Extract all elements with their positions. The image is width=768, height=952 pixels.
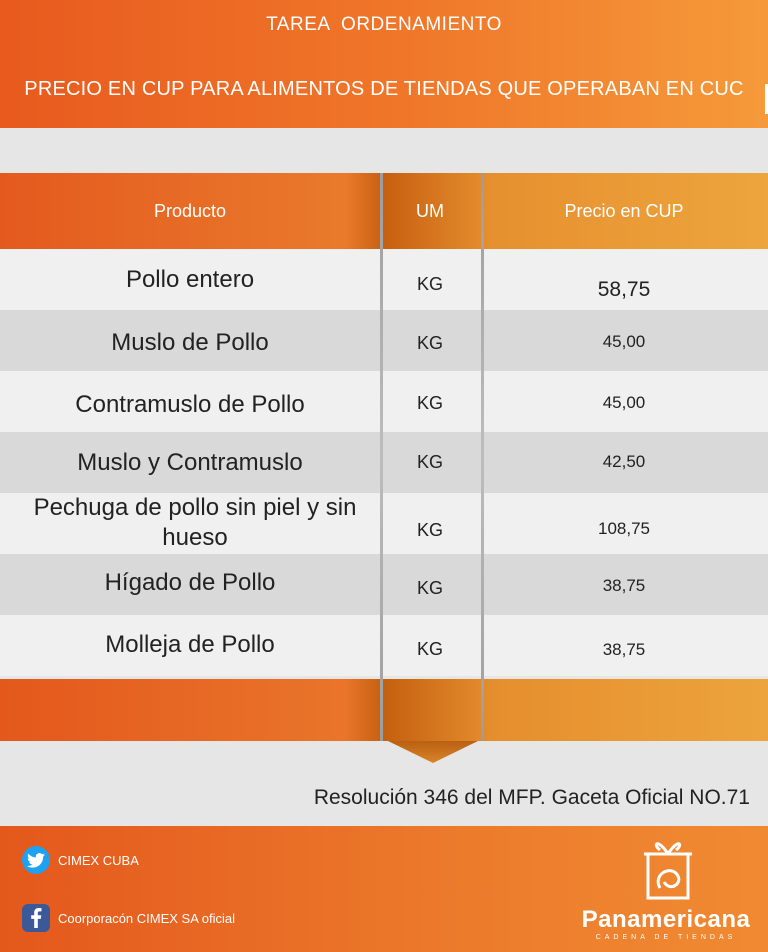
product-cell: Muslo de Pollo	[111, 329, 269, 356]
column-header-um: UM	[416, 201, 444, 221]
price-table: Producto UM Precio en CUP Pollo entero K…	[0, 173, 768, 741]
price-cell: 42,50	[602, 452, 646, 471]
um-cell: KG	[416, 520, 443, 540]
table-row: Hígado de Pollo KG 38,75	[0, 554, 768, 615]
facebook-link[interactable]: Coorporacón CIMEX SA oficial	[22, 904, 235, 932]
product-cell: Molleja de Pollo	[105, 631, 275, 658]
table-row: Muslo de Pollo KG 45,00	[0, 310, 768, 371]
price-cell: 45,00	[602, 332, 646, 351]
table-header: Producto UM Precio en CUP	[0, 173, 768, 249]
um-cell: KG	[416, 639, 443, 659]
panamericana-brand: Panamericana CADENA DE TIENDAS	[576, 834, 756, 946]
table-row: Muslo y Contramuslo KG 42,50	[0, 432, 768, 493]
column-header-price: Precio en CUP	[564, 201, 684, 221]
um-cell: KG	[416, 333, 443, 353]
table-row: Molleja de Pollo KG 38,75	[0, 615, 768, 676]
product-cell: Hígado de Pollo	[104, 569, 276, 596]
product-cell: Pollo entero	[125, 266, 255, 293]
table-notch-decoration	[388, 741, 478, 763]
price-cell: 38,75	[602, 576, 646, 595]
resolution-note: Resolución 346 del MFP. Gaceta Oficial N…	[313, 786, 750, 809]
um-cell: KG	[416, 274, 443, 294]
brand-name: Panamericana	[581, 906, 751, 933]
um-cell: KG	[416, 393, 443, 413]
gift-box-logo-icon	[644, 842, 692, 900]
price-cell: 45,00	[602, 393, 646, 412]
product-cell: Pechuga de pollo sin piel y sin hueso	[33, 494, 357, 551]
table-row: Contramuslo de Pollo KG 45,00	[0, 371, 768, 432]
gray-band	[0, 128, 768, 173]
column-divider	[380, 173, 383, 741]
footer-banner: CIMEX CUBA Coorporacón CIMEX SA oficial …	[0, 826, 768, 952]
facebook-label: Coorporacón CIMEX SA oficial	[58, 910, 236, 926]
price-cell: 108,75	[598, 519, 650, 538]
price-cell: 38,75	[602, 640, 646, 659]
header-edge-mark	[765, 84, 768, 114]
product-cell: Contramuslo de Pollo	[75, 391, 305, 418]
column-header-product: Producto	[153, 201, 227, 221]
facebook-icon	[22, 904, 50, 932]
table-footer-band	[0, 679, 768, 741]
um-cell: KG	[416, 452, 443, 472]
table-row: Pollo entero KG 58,75	[0, 249, 768, 310]
column-divider	[481, 173, 484, 741]
twitter-link[interactable]: CIMEX CUBA	[22, 846, 139, 874]
header-title: TAREA ORDENAMIENTO	[266, 14, 502, 35]
um-cell: KG	[416, 578, 443, 598]
brand-tagline: CADENA DE TIENDAS	[595, 934, 737, 941]
table-row: Pechuga de pollo sin piel y sin hueso KG…	[0, 493, 768, 554]
header-banner: TAREA ORDENAMIENTO PRECIO EN CUP PARA AL…	[0, 0, 768, 128]
twitter-label: CIMEX CUBA	[58, 852, 139, 868]
product-cell: Muslo y Contramuslo	[77, 449, 303, 476]
twitter-icon	[22, 846, 50, 874]
price-cell: 58,75	[597, 278, 651, 301]
header-subtitle: PRECIO EN CUP PARA ALIMENTOS DE TIENDAS …	[24, 78, 744, 100]
